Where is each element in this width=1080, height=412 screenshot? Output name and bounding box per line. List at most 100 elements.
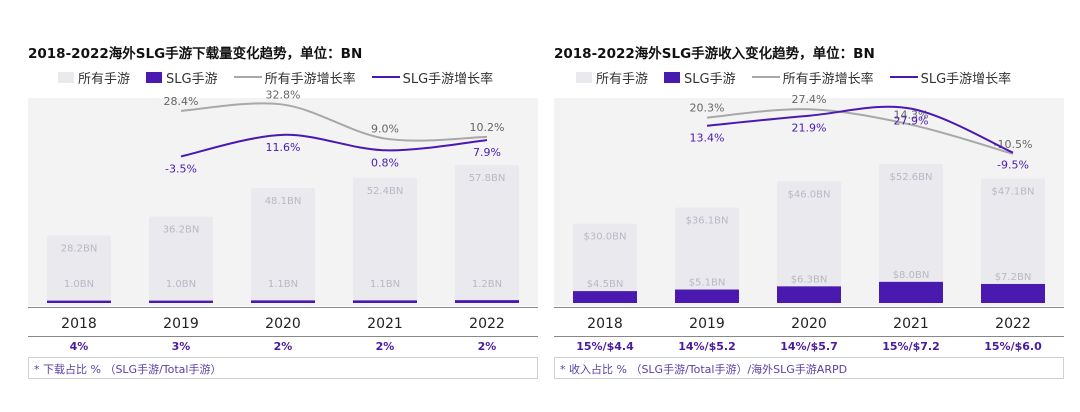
share-value: 2% — [477, 340, 497, 353]
share-value: 2% — [375, 340, 395, 353]
bar-slg — [777, 286, 841, 303]
chart-title: 2018-2022海外SLG手游下载量变化趋势，单位：BN — [28, 46, 363, 62]
chart-title: 2018-2022海外SLG手游收入变化趋势，单位：BN — [554, 46, 875, 62]
legend-label: SLG手游增长率 — [402, 71, 494, 87]
legend-line-purple — [889, 76, 918, 78]
year-label: 2020 — [791, 316, 827, 332]
legend-item-slg-growth: SLG手游增长率 — [889, 68, 1012, 87]
share-value: 14%/$5.2 — [678, 340, 736, 353]
line-label-all-growth: 28.4% — [164, 95, 199, 108]
download-chart-panel: 2018-2022海外SLG手游下载量变化趋势，单位：BN 所有手游 SLG手游… — [28, 0, 558, 412]
bar-slg — [251, 300, 315, 303]
legend-item-all-games: 所有手游 — [576, 68, 648, 87]
share-value: 3% — [171, 340, 191, 353]
bar-slg — [879, 281, 943, 303]
legend-label: SLG手游 — [684, 71, 736, 87]
bar-label-slg: 1.0BN — [166, 279, 196, 290]
bar-label-total: $47.1BN — [992, 187, 1035, 198]
row-divider — [554, 336, 1064, 337]
line-label-all-growth: 9.0% — [371, 123, 399, 136]
bar-label-total: 28.2BN — [61, 244, 98, 255]
note-box — [28, 357, 538, 379]
chart-svg: $30.0BN $4.5BN $36.1BN $5.1BN $46.0BN $6.3BN $… — [573, 93, 1045, 303]
year-label: 2018 — [587, 316, 623, 332]
year-row: 2018 2019 2020 2021 2022 — [28, 316, 538, 332]
legend-swatch-purple — [664, 71, 681, 83]
legend-item-slg-growth: SLG手游增长率 — [371, 68, 494, 87]
bar-total — [675, 207, 739, 303]
line-label-slg-growth: 0.8% — [371, 156, 399, 169]
bar-total — [251, 188, 315, 303]
bar-label-total: 57.8BN — [469, 173, 506, 184]
chart-legend: 所有手游 SLG手游 所有手游增长率 SLG手游增长率 — [58, 68, 509, 87]
share-value: 4% — [69, 340, 89, 353]
line-slg-growth — [706, 105, 1014, 154]
legend-label: SLG手游增长率 — [920, 71, 1012, 87]
year-label: 2021 — [367, 316, 403, 332]
bar-slg — [573, 291, 637, 303]
line-label-all-growth: 27.4% — [792, 93, 827, 106]
share-value: 15%/$6.0 — [984, 340, 1042, 353]
bar-label-slg: 1.1BN — [268, 279, 298, 290]
bar-label-slg: $8.0BN — [893, 270, 930, 281]
share-value: 15%/$7.2 — [882, 340, 940, 353]
bar-label-slg: $5.1BN — [689, 278, 726, 289]
line-label-slg-growth: 27.9% — [894, 115, 929, 128]
bar-total — [47, 235, 111, 303]
share-value: 14%/$5.7 — [780, 340, 838, 353]
line-label-slg-growth: 11.6% — [266, 141, 301, 154]
bar-label-total: 52.4BN — [367, 186, 404, 197]
legend-label: SLG手游 — [166, 71, 218, 87]
bar-slg — [47, 300, 111, 303]
bar-label-total: $36.1BN — [686, 216, 729, 227]
line-label-slg-growth: -9.5% — [997, 159, 1029, 172]
bar-total — [777, 181, 841, 303]
legend-label: 所有手游增长率 — [264, 71, 356, 87]
line-slg-growth — [180, 133, 488, 158]
legend-line-gray — [751, 76, 780, 78]
bar-slg — [353, 300, 417, 303]
footnote: * 下载占比 % （SLG手游/Total手游） — [34, 363, 222, 376]
line-all-growth — [706, 108, 1014, 155]
year-label: 2019 — [163, 316, 199, 332]
bar-total — [149, 216, 213, 303]
bar-total — [573, 223, 637, 303]
year-row: 2018 2019 2020 2021 2022 — [554, 316, 1064, 332]
legend-swatch-purple — [146, 71, 163, 83]
legend-item-all-growth: 所有手游增长率 — [233, 68, 356, 87]
line-label-all-growth: 10.2% — [470, 121, 505, 134]
year-label: 2018 — [61, 316, 97, 332]
line-label-all-growth: 14.3% — [894, 109, 929, 122]
chart-legend: 所有手游 SLG手游 所有手游增长率 SLG手游增长率 — [576, 68, 1027, 87]
legend-item-all-growth: 所有手游增长率 — [751, 68, 874, 87]
axis-rule — [28, 307, 538, 308]
bar-total — [353, 177, 417, 303]
year-label: 2022 — [995, 316, 1031, 332]
legend-label: 所有手游增长率 — [782, 71, 874, 87]
legend-item-all-games: 所有手游 — [58, 68, 130, 87]
bar-label-slg: $7.2BN — [995, 272, 1032, 283]
line-label-all-growth: 20.3% — [690, 102, 725, 115]
bar-label-total: $30.0BN — [584, 232, 627, 243]
revenue-chart-panel: 2018-2022海外SLG手游收入变化趋势，单位：BN 所有手游 SLG手游 … — [554, 0, 1080, 412]
bar-total — [455, 165, 519, 303]
line-all-growth — [180, 102, 488, 142]
line-label-slg-growth: 7.9% — [473, 146, 501, 159]
line-label-slg-growth: -3.5% — [165, 162, 197, 175]
share-row: 15%/$4.4 14%/$5.2 14%/$5.7 15%/$7.2 15%/… — [554, 340, 1064, 353]
share-row: 4% 3% 2% 2% 2% — [28, 340, 538, 353]
legend-label: 所有手游 — [596, 71, 649, 87]
bar-label-slg: 1.0BN — [64, 279, 94, 290]
bar-label-slg: $4.5BN — [587, 279, 624, 290]
legend-item-slg-games: SLG手游 — [146, 68, 218, 87]
bar-label-slg: 1.2BN — [472, 279, 502, 290]
year-label: 2020 — [265, 316, 301, 332]
bar-slg — [149, 300, 213, 303]
line-label-all-growth: -10.5% — [994, 138, 1033, 151]
bar-label-total: 36.2BN — [163, 225, 200, 236]
bar-label-total: $52.6BN — [890, 172, 933, 183]
row-divider — [28, 336, 538, 337]
bar-slg — [981, 283, 1045, 303]
legend-swatch-gray — [576, 71, 592, 83]
bar-label-total: 48.1BN — [265, 196, 302, 207]
